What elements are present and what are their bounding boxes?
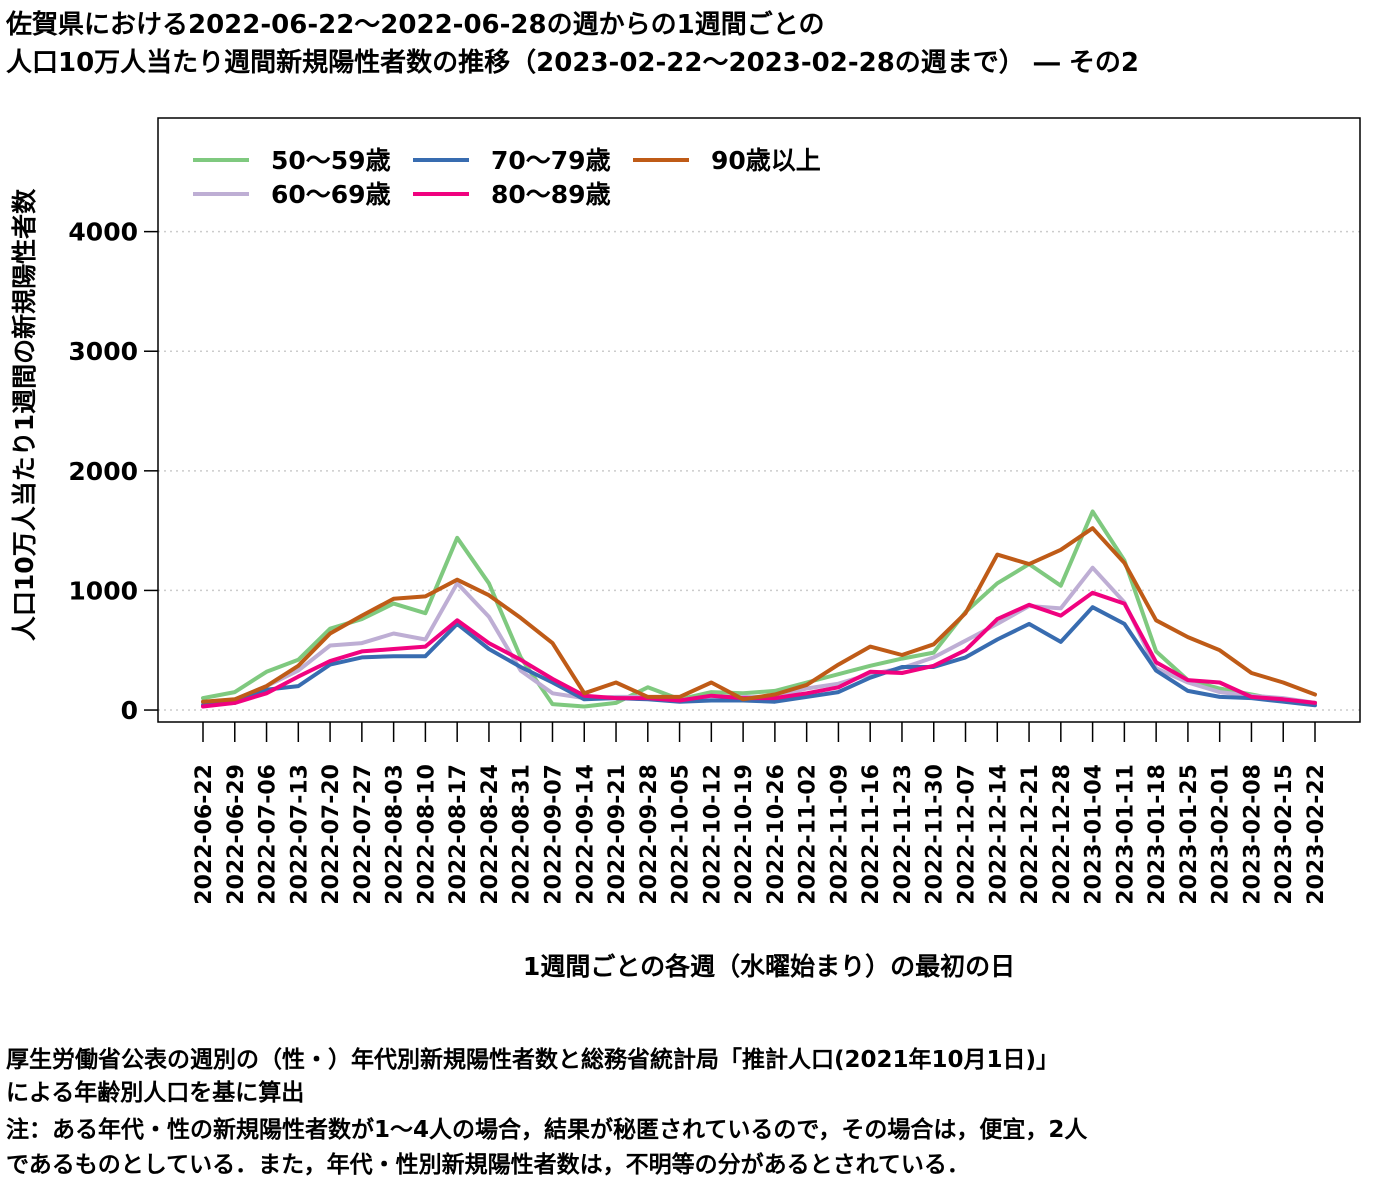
legend-label: 80〜89歳 bbox=[491, 180, 611, 209]
x-tick-label: 2022-10-12 bbox=[700, 764, 725, 905]
x-tick-label: 2022-11-23 bbox=[891, 764, 916, 905]
caveat-note-line2: であるものとしている．また，年代・性別新規陽性者数は，不明等の分があるとされてい… bbox=[6, 1152, 970, 1178]
x-tick-label: 2022-10-26 bbox=[764, 764, 789, 905]
x-tick-label: 2022-09-14 bbox=[573, 764, 598, 905]
x-tick-label: 2022-07-13 bbox=[287, 764, 312, 905]
x-tick-label: 2023-02-01 bbox=[1209, 764, 1234, 905]
x-tick-label: 2023-01-04 bbox=[1082, 764, 1107, 905]
x-tick-label: 2022-12-07 bbox=[955, 764, 980, 905]
x-tick-label: 2022-09-21 bbox=[605, 764, 630, 905]
x-tick-label: 2022-11-30 bbox=[923, 764, 948, 905]
x-tick-label: 2022-07-06 bbox=[256, 764, 281, 905]
y-tick-label: 4000 bbox=[68, 218, 138, 247]
x-tick-label: 2022-12-21 bbox=[1018, 764, 1043, 905]
x-tick-label: 2022-07-20 bbox=[319, 764, 344, 905]
x-tick-label: 2022-08-10 bbox=[414, 764, 439, 905]
chart-title-line2: 人口10万人当たり週間新規陽性者数の推移（2023-02-22〜2023-02-… bbox=[6, 48, 1139, 78]
x-tick-label: 2023-02-15 bbox=[1272, 764, 1297, 905]
x-tick-label: 2022-07-27 bbox=[351, 764, 376, 905]
x-tick-label: 2022-08-24 bbox=[478, 764, 503, 905]
x-tick-label: 2022-09-28 bbox=[637, 764, 662, 905]
x-tick-label: 2023-02-08 bbox=[1240, 764, 1265, 905]
y-tick-label: 0 bbox=[121, 696, 138, 725]
legend-label: 70〜79歳 bbox=[491, 146, 611, 175]
x-tick-label: 2023-01-25 bbox=[1177, 764, 1202, 905]
y-axis-label: 人口10万人当たり1週間の新規陽性者数 bbox=[10, 188, 39, 641]
x-tick-label: 2022-11-16 bbox=[859, 764, 884, 905]
x-tick-label: 2023-01-11 bbox=[1113, 764, 1138, 905]
legend-label: 60〜69歳 bbox=[271, 180, 391, 209]
y-tick-label: 2000 bbox=[68, 457, 138, 486]
plot-frame bbox=[157, 117, 1361, 723]
series-line bbox=[201, 565, 1317, 705]
x-tick-label: 2022-11-09 bbox=[827, 764, 852, 905]
x-tick-label: 2022-12-14 bbox=[986, 764, 1011, 905]
x-tick-label: 2022-08-03 bbox=[383, 764, 408, 905]
chart-title-line1: 佐賀県における2022-06-22〜2022-06-28の週からの1週間ごとの bbox=[6, 10, 825, 40]
x-tick-label: 2022-08-31 bbox=[510, 764, 535, 905]
source-note-line2: による年齢別人口を基に算出 bbox=[6, 1080, 305, 1106]
x-tick-label: 2022-06-22 bbox=[192, 764, 217, 905]
x-tick-label: 2023-02-22 bbox=[1304, 764, 1329, 905]
series-line bbox=[201, 526, 1317, 704]
x-tick-label: 2022-10-05 bbox=[669, 764, 694, 905]
x-tick-label: 2022-06-29 bbox=[224, 764, 249, 905]
y-tick-label: 3000 bbox=[68, 337, 138, 366]
legend-label: 50〜59歳 bbox=[271, 146, 391, 175]
series-line bbox=[201, 605, 1317, 708]
x-tick-label: 2022-11-02 bbox=[796, 764, 821, 905]
legend-label: 90歳以上 bbox=[711, 146, 821, 175]
caveat-note-line1: 注：ある年代・性の新規陽性者数が1〜4人の場合，結果が秘匿されているので，その場… bbox=[6, 1117, 1088, 1143]
x-tick-label: 2023-01-18 bbox=[1145, 764, 1170, 905]
x-tick-label: 2022-08-17 bbox=[446, 764, 471, 905]
x-tick-label: 2022-09-07 bbox=[541, 764, 566, 905]
line-chart: 0 1000 2000 3000 4000 2022-06-22 2022-06-29 202… bbox=[10, 117, 1361, 981]
x-tick-label: 2022-10-19 bbox=[732, 764, 757, 905]
source-note-line1: 厚生労働省公表の週別の（性・）年代別新規陽性者数と総務省統計局「推計人口(202… bbox=[6, 1047, 1060, 1073]
x-axis-label: 1週間ごとの各週（水曜始まり）の最初の日 bbox=[523, 952, 1015, 981]
x-tick-label: 2022-12-28 bbox=[1050, 764, 1075, 905]
y-tick-label: 1000 bbox=[68, 576, 138, 605]
